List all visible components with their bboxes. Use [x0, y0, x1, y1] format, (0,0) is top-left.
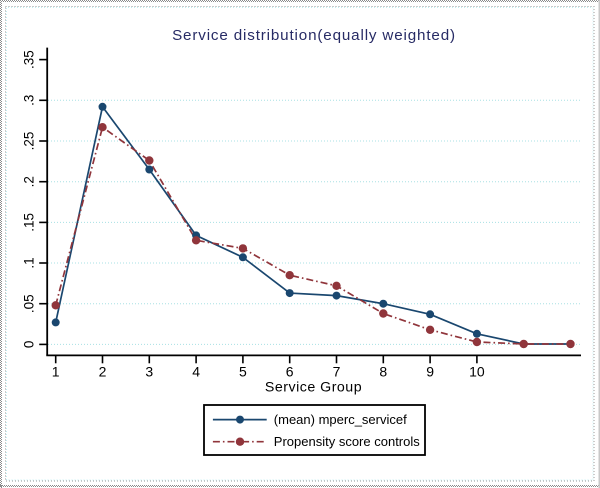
svg-text:.3: .3: [22, 95, 37, 106]
svg-text:1: 1: [52, 364, 60, 380]
svg-text:9: 9: [426, 364, 434, 380]
svg-text:.15: .15: [22, 213, 37, 232]
svg-text:6: 6: [286, 364, 294, 380]
svg-text:8: 8: [379, 364, 387, 380]
svg-text:7: 7: [333, 364, 341, 380]
svg-text:10: 10: [469, 364, 485, 380]
svg-text:(mean) mperc_servicef: (mean) mperc_servicef: [274, 412, 407, 427]
svg-text:Propensity score controls: Propensity score controls: [274, 434, 420, 449]
svg-text:5: 5: [239, 364, 247, 380]
svg-text:0: 0: [22, 341, 37, 349]
svg-text:.25: .25: [22, 132, 37, 151]
svg-text:2: 2: [99, 364, 107, 380]
svg-text:3: 3: [145, 364, 153, 380]
svg-text:.1: .1: [22, 257, 37, 268]
svg-text:.35: .35: [22, 50, 37, 69]
svg-text:.2: .2: [22, 176, 37, 187]
svg-text:4: 4: [192, 364, 200, 380]
svg-text:Service distribution(equally w: Service distribution(equally weighted): [172, 27, 456, 44]
svg-text:Service Group: Service Group: [265, 379, 362, 395]
svg-text:.05: .05: [22, 294, 37, 313]
